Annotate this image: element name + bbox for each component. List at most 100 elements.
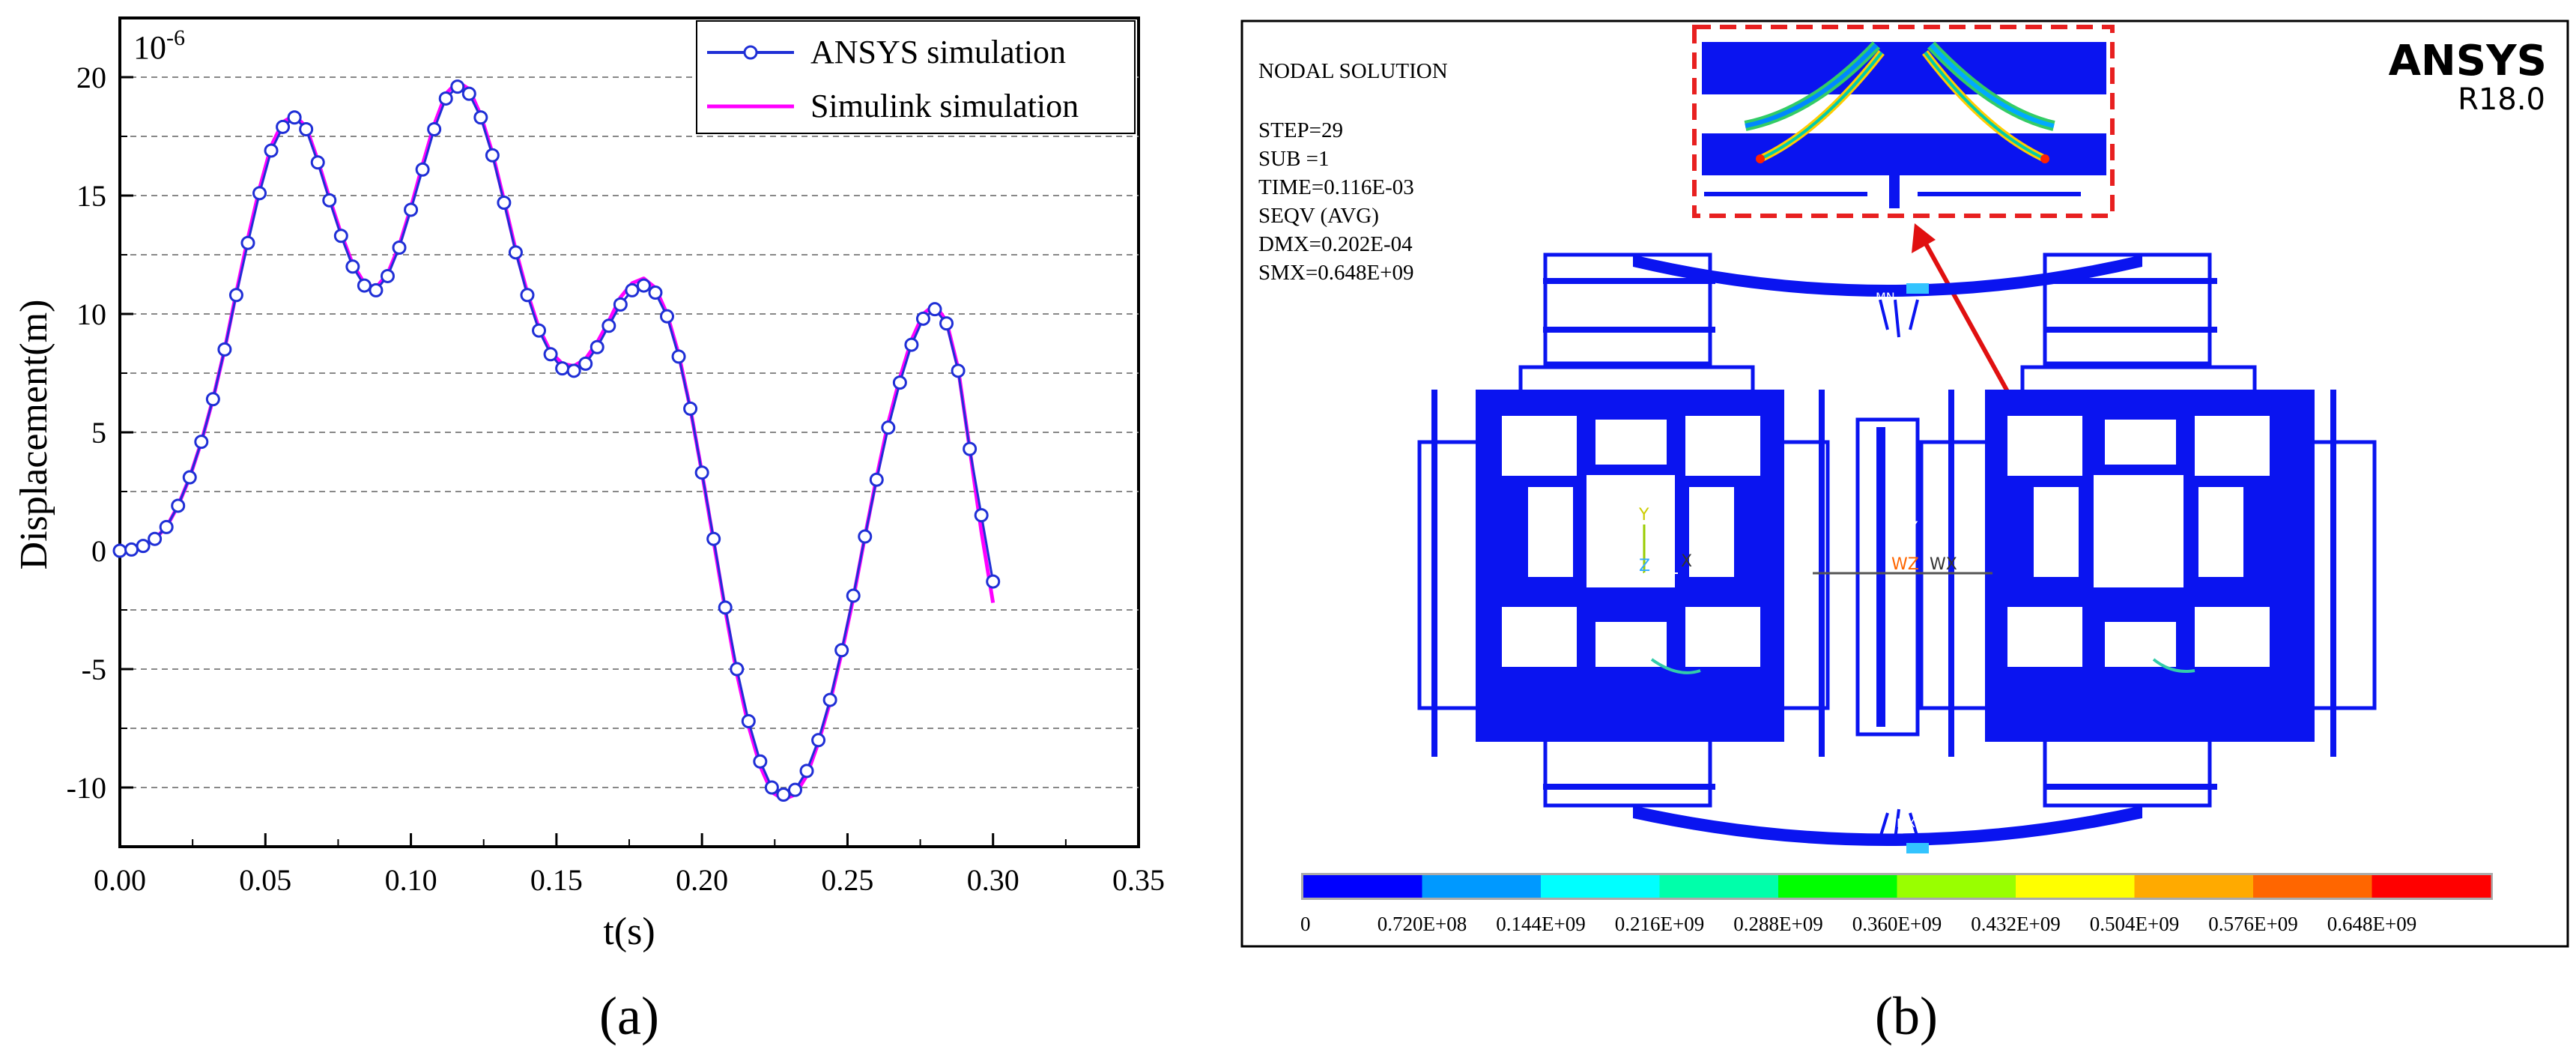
ansys-point [881,420,896,435]
ansys-point [369,282,384,297]
ansys-point [532,323,547,338]
colorbar-label: 0.720E+08 [1378,913,1467,935]
ansys-point [636,278,651,293]
ansys-point [811,733,826,748]
ansys-point [171,498,186,513]
ansys-point [741,714,756,729]
colorbar-label: 0 [1300,913,1311,935]
ansys-point [112,543,127,558]
ansys-point [846,588,861,603]
colorbar-swatch [2016,875,2135,898]
ansys-point [276,119,291,134]
series-line-ansys [119,85,995,796]
info-line: TIME=0.116E-03 [1258,175,1414,199]
info-line: SMX=0.648E+09 [1258,261,1414,285]
ansys-point [240,235,255,250]
series-layer [112,79,1001,802]
colorbar-swatch [1303,875,1422,898]
y-tick-label: -10 [67,771,106,805]
ansys-point [963,441,978,456]
colorbar-label: 0.216E+09 [1615,913,1704,935]
ansys-point [974,508,989,523]
ansys-point [461,86,476,101]
legend-label-simulink: Simulink simulation [810,88,1079,124]
colorbar-swatch [2134,875,2254,898]
ansys-point [555,361,570,376]
legend: ANSYS simulation Simulink simulation [696,20,1136,134]
ansys-point [450,79,465,94]
colorbar-swatch [2372,875,2491,898]
ansys-point [660,309,675,324]
y-tick-label: 5 [91,416,106,450]
ansys-point [520,288,535,303]
ansys-point [730,662,745,677]
x-tick-label: 0.20 [676,863,728,897]
ansys-point [590,339,604,354]
colorbar-label: 0.288E+09 [1733,913,1822,935]
triad-y: Y [1638,506,1649,525]
ansys-point [473,110,488,125]
triad-z: Z [1639,557,1650,575]
ansys-point [380,268,395,283]
legend-box [696,20,1136,134]
ansys-point [438,91,453,106]
ansys-point [834,643,849,658]
x-tick-label: 0.05 [239,863,291,897]
triad-wx: WX [1930,555,1957,574]
ansys-point [915,311,930,326]
ansys-point [776,787,791,802]
ansys-point [392,241,407,256]
ansys-point [357,278,372,293]
ansys-point [869,472,884,487]
colorbar-swatch [1897,875,2016,898]
colorbar-swatch [1659,875,1779,898]
ansys-point [485,148,500,163]
ansys-point [427,122,442,137]
ansys-point [927,302,942,317]
ansys-point [333,229,348,244]
ansys-point [182,470,197,485]
y-tick-label: 15 [76,179,106,213]
info-line: SUB =1 [1258,147,1330,171]
ansys-point [939,316,954,331]
ansys-point [287,110,302,125]
ansys-point [822,692,837,707]
ansys-point [508,245,523,260]
triad-wy: WY [1891,519,1918,538]
colorbar-swatch [1422,875,1542,898]
legend-label-ansys: ANSYS simulation [810,34,1066,70]
ansys-point [706,531,721,546]
y-multiplier-label: 10-6 [133,25,185,66]
mn-marker: MN [1876,290,1895,304]
series-line-simulink [119,79,995,802]
ansys-point [613,297,628,312]
ansys-point [799,764,814,779]
y-axis-label: Displacement(m) [13,300,55,570]
mx-marker: MX [1897,816,1915,830]
ansys-point [217,342,232,357]
ansys-point [753,754,768,769]
ansys-point [787,782,802,797]
colorbar-label: 0.576E+09 [2208,913,2297,935]
ansys-point [543,347,558,362]
ansys-point [415,162,430,177]
panel-a-label: (a) [599,986,659,1046]
ansys-point [718,600,733,615]
colorbar-swatch [2253,875,2372,898]
ansys-point [299,122,314,137]
panel-b-ansys-plot: NODAL SOLUTION STEP=29 SUB =1 TIME=0.116… [1240,19,2569,1046]
ansys-point [252,186,267,201]
ansys-point [986,574,1001,589]
y-tick-label: 0 [91,534,106,568]
stress-colorbar: 0 0.720E+08 0.144E+09 0.216E+09 0.288E+09 0.3… [1300,873,2493,935]
ansys-point [683,401,698,416]
nodal-solution-info: NODAL SOLUTION STEP=29 SUB =1 TIME=0.116… [1258,59,1448,285]
grid-lines [120,76,1139,788]
x-tick-label: 0.15 [530,863,583,897]
top-beam [1633,255,2142,297]
ansys-point [858,529,873,544]
ansys-point [951,363,966,378]
x-axis-label: t(s) [603,910,655,953]
triad-x: X [1681,552,1692,571]
